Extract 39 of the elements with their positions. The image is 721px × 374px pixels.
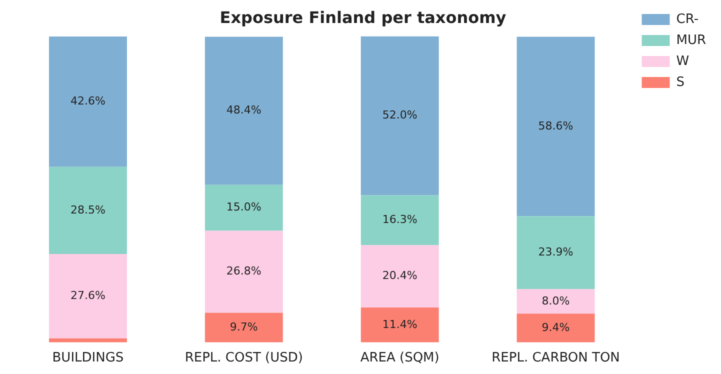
data-label: 20.4% (382, 269, 418, 282)
bar (516, 314, 595, 342)
bar (48, 166, 127, 254)
bar (360, 245, 439, 308)
bar (204, 184, 283, 231)
data-label: 16.3% (382, 213, 418, 226)
bar (360, 308, 439, 342)
chart-title: Exposure Finland per taxonomy (220, 8, 507, 27)
data-label: 48.4% (226, 104, 262, 117)
bar (204, 312, 283, 342)
legend-label: CR- (676, 12, 699, 27)
bar (204, 230, 283, 313)
data-label: 27.6% (70, 289, 106, 302)
data-label: 28.5% (70, 203, 106, 216)
bar (360, 195, 439, 246)
data-label: 9.7% (230, 320, 258, 334)
data-label: 58.6% (538, 119, 574, 132)
x-tick-label: REPL. CARBON TON (492, 350, 620, 366)
data-label: 9.4% (542, 320, 570, 334)
data-label: 15.0% (226, 200, 262, 214)
data-label: 8.0% (542, 294, 570, 308)
data-label: 26.8% (226, 264, 262, 278)
bar (360, 36, 439, 196)
legend-label: MUR (676, 32, 706, 48)
bar (204, 36, 283, 185)
data-label: 52.0% (382, 108, 418, 122)
bar (516, 289, 595, 314)
bar (516, 36, 595, 216)
x-tick-label: BUILDINGS (52, 350, 124, 366)
x-tick-label: REPL. COST (USD) (184, 350, 303, 366)
bar (48, 36, 127, 167)
legend-label: S (676, 74, 684, 90)
data-label: 23.9% (538, 245, 574, 258)
data-label: 42.6% (70, 94, 106, 108)
x-tick-label: AREA (SQM) (360, 350, 440, 366)
legend-label: W (676, 54, 690, 69)
data-label: 11.4% (382, 318, 418, 331)
bar (48, 254, 127, 338)
bar (516, 216, 595, 290)
